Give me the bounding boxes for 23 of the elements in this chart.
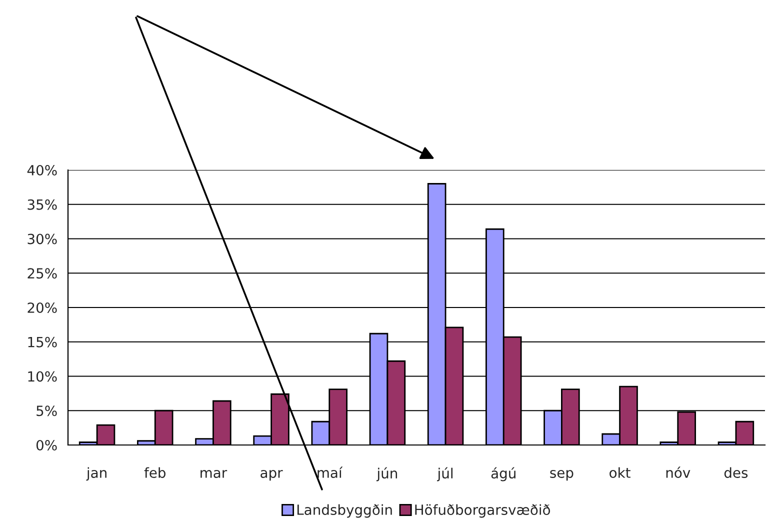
x-tick-label: maí <box>318 466 343 478</box>
y-tick-label: 20% <box>28 302 57 313</box>
x-tick-label: sep <box>550 470 574 481</box>
y-tick-label: 25% <box>28 268 57 279</box>
y-tick-label: 40% <box>27 164 57 176</box>
legend-label: Höfuðborgarsvæðið <box>415 504 550 518</box>
y-tick-label: 35% <box>28 199 57 210</box>
x-tick-label: feb <box>144 467 166 478</box>
legend-label: Landsbyggðin <box>297 504 392 518</box>
y-tick-label: 10% <box>28 371 57 382</box>
x-tick-label: des <box>724 467 748 478</box>
x-tick-label: okt <box>610 467 630 478</box>
x-tick-label: mar <box>200 470 228 478</box>
x-tick-label: jan <box>86 467 106 481</box>
x-tick-label: jún <box>376 467 398 482</box>
x-tick-label: nóv <box>666 466 690 478</box>
y-tick-label: 0% <box>36 440 57 450</box>
x-tick-label: apr <box>260 470 283 481</box>
y-tick-label: 30% <box>28 234 57 244</box>
x-tick-label: ágú <box>491 467 516 482</box>
y-tick-label: 5% <box>36 406 57 416</box>
y-tick-label: 15% <box>28 336 57 348</box>
x-tick-label: júl <box>437 467 452 482</box>
